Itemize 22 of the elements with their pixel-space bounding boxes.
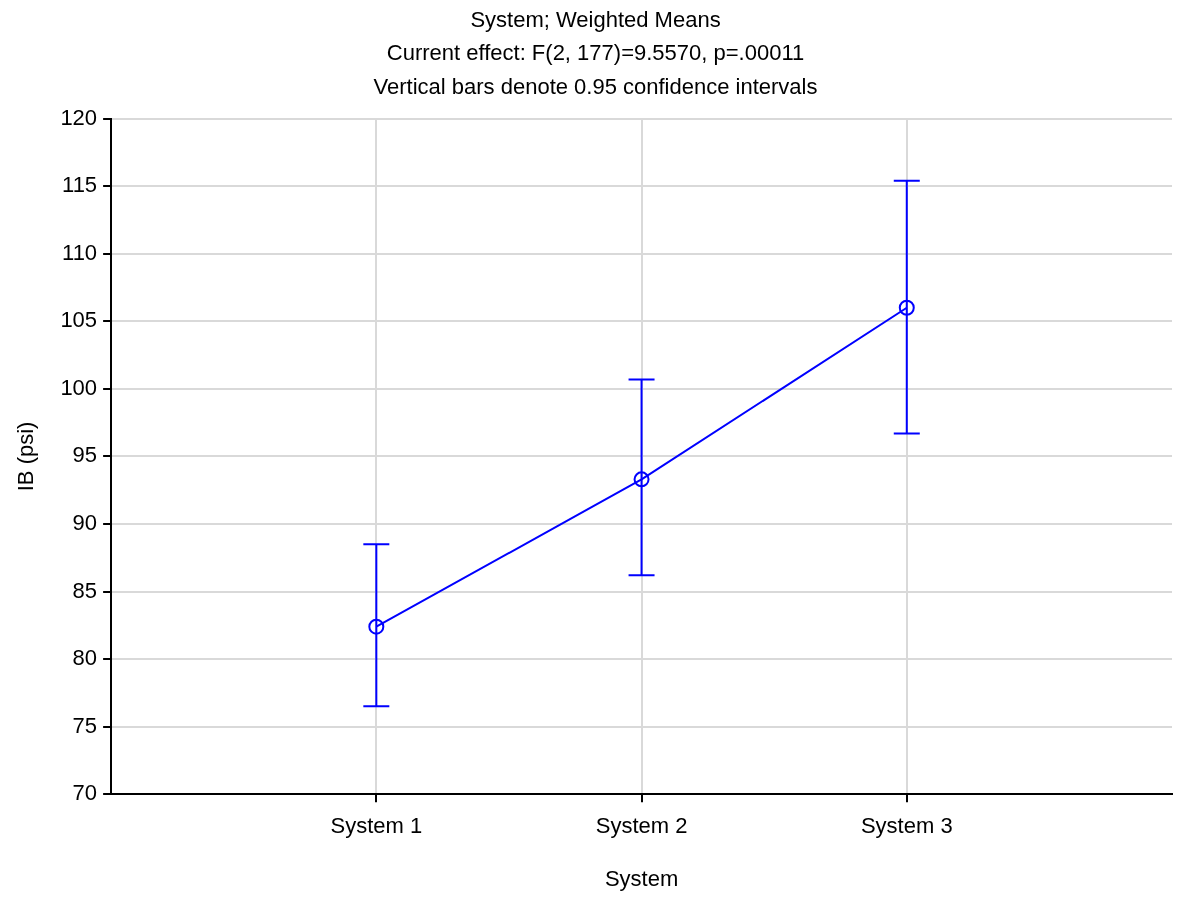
y-tick-label: 105 [60,307,98,333]
y-tick-label: 90 [72,510,98,536]
point [633,471,650,488]
y-tick-label: 75 [72,712,98,738]
y-tick-label: 120 [60,104,98,130]
y-tick-label: 80 [72,645,98,671]
y-tick-label: 70 [72,780,98,806]
y-tick-label: 95 [72,442,98,468]
text: Vertical bars denote 0.95 confidence intervals [373,73,818,99]
x-tick-label: System 3 [860,813,953,839]
x-tick-label: System 1 [330,813,423,839]
y-tick-label: 100 [60,374,98,400]
chart-title: System; Weighted Means [470,7,721,33]
y-tick-label: 85 [72,577,98,603]
y-tick-label: 115 [62,172,98,198]
y-axis-title: IB (psi) [13,421,39,492]
y-tick-label: 110 [62,239,98,265]
point [368,618,385,635]
chart-subtitle: Current effect: F(2, 177)=9.5570, p=.00011 [386,39,805,65]
x-tick-label: System 2 [595,813,688,839]
x-axis-title: System [604,865,679,891]
point [898,299,915,316]
